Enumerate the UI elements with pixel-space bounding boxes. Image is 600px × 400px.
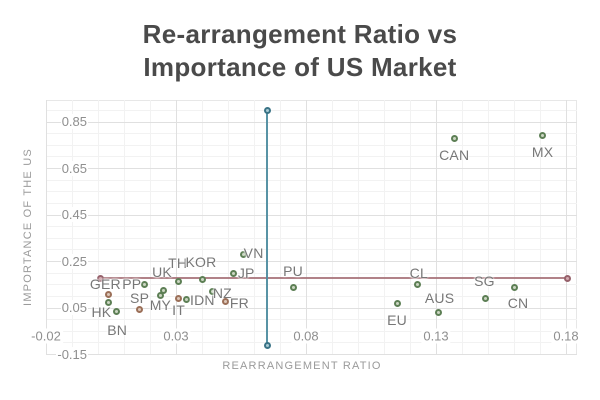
chart-title: Re-arrangement Ratio vs Importance of US…: [0, 18, 600, 84]
point-label-idn: IDN: [190, 291, 215, 308]
point-label-aus: AUS: [424, 289, 455, 306]
plot-area: [46, 100, 577, 355]
point-label-nz: NZ: [212, 285, 232, 302]
y-tick-label--0.15: -0.15: [56, 346, 88, 362]
reference-line-vertical: [266, 110, 268, 346]
y-tick-label-0.85: 0.85: [60, 114, 88, 129]
data-point-pp[interactable]: [141, 280, 149, 288]
x-tick-label-0.18: 0.18: [551, 328, 581, 344]
data-point-my[interactable]: [156, 292, 164, 300]
data-point-jp[interactable]: [229, 269, 237, 277]
point-label-pu: PU: [283, 262, 303, 279]
trend-line-horizontal: [100, 277, 568, 279]
point-label-sp: SP: [130, 289, 150, 306]
point-label-th: TH: [168, 254, 188, 271]
data-point-pu[interactable]: [289, 284, 297, 292]
x-tick-label-0.13: 0.13: [421, 328, 451, 344]
y-axis-title: IMPORTANCE OF THE US: [22, 148, 34, 306]
point-label-cn: CN: [507, 295, 529, 312]
x-tick-label--0.02: -0.02: [29, 328, 63, 344]
reference-line-top-endpoint: [263, 106, 271, 114]
point-label-fr: FR: [229, 295, 249, 312]
data-point-can[interactable]: [450, 135, 458, 143]
data-point-sg[interactable]: [481, 294, 489, 302]
y-tick-label-0.25: 0.25: [60, 253, 88, 269]
data-point-mx[interactable]: [539, 132, 547, 140]
point-label-bn: BN: [107, 321, 128, 338]
data-point-cl[interactable]: [414, 281, 422, 289]
trend-line-right-endpoint: [563, 274, 571, 282]
point-label-uk: UK: [152, 264, 172, 281]
data-point-th[interactable]: [175, 278, 183, 286]
data-point-bn[interactable]: [112, 308, 120, 316]
point-label-my: MY: [149, 296, 172, 313]
data-point-hk[interactable]: [104, 299, 112, 307]
point-label-it: IT: [172, 301, 186, 318]
chart-title-line1: Re-arrangement Ratio vs: [142, 19, 458, 49]
data-point-nz[interactable]: [208, 287, 216, 295]
point-label-kor: KOR: [185, 253, 217, 270]
point-label-cl: CL: [409, 264, 428, 281]
trend-line-left-endpoint: [97, 274, 105, 282]
data-point-sp[interactable]: [136, 306, 144, 314]
point-label-eu: EU: [387, 312, 407, 329]
point-label-ger: GER: [89, 276, 121, 293]
point-label-vn: VN: [243, 244, 264, 261]
data-point-aus[interactable]: [435, 309, 443, 317]
point-label-can: CAN: [439, 146, 470, 163]
reference-line-bottom-endpoint: [263, 341, 271, 349]
x-tick-label-0.08: 0.08: [291, 328, 321, 344]
data-point-it[interactable]: [175, 295, 183, 303]
chart-title-line2: Importance of US Market: [143, 52, 457, 82]
y-tick-label-0.05: 0.05: [60, 300, 88, 315]
point-label-jp: JP: [237, 265, 255, 282]
point-label-mx: MX: [531, 143, 554, 160]
y-tick-label-0.65: 0.65: [60, 160, 88, 176]
data-point-fr[interactable]: [221, 297, 229, 305]
data-point-ger[interactable]: [104, 290, 112, 298]
x-tick-label-0.03: 0.03: [161, 328, 191, 344]
data-point-vn[interactable]: [240, 251, 248, 259]
point-label-pp: PP: [122, 276, 142, 293]
x-axis-title: REARRANGEMENT RATIO: [222, 360, 382, 372]
point-label-sg: SG: [474, 273, 495, 290]
y-tick-label-0.45: 0.45: [60, 207, 88, 222]
point-label-hk: HK: [91, 303, 112, 320]
data-point-kor[interactable]: [198, 276, 206, 284]
data-point-idn[interactable]: [182, 296, 190, 304]
data-point-eu[interactable]: [393, 299, 401, 307]
data-point-cn[interactable]: [510, 283, 518, 291]
